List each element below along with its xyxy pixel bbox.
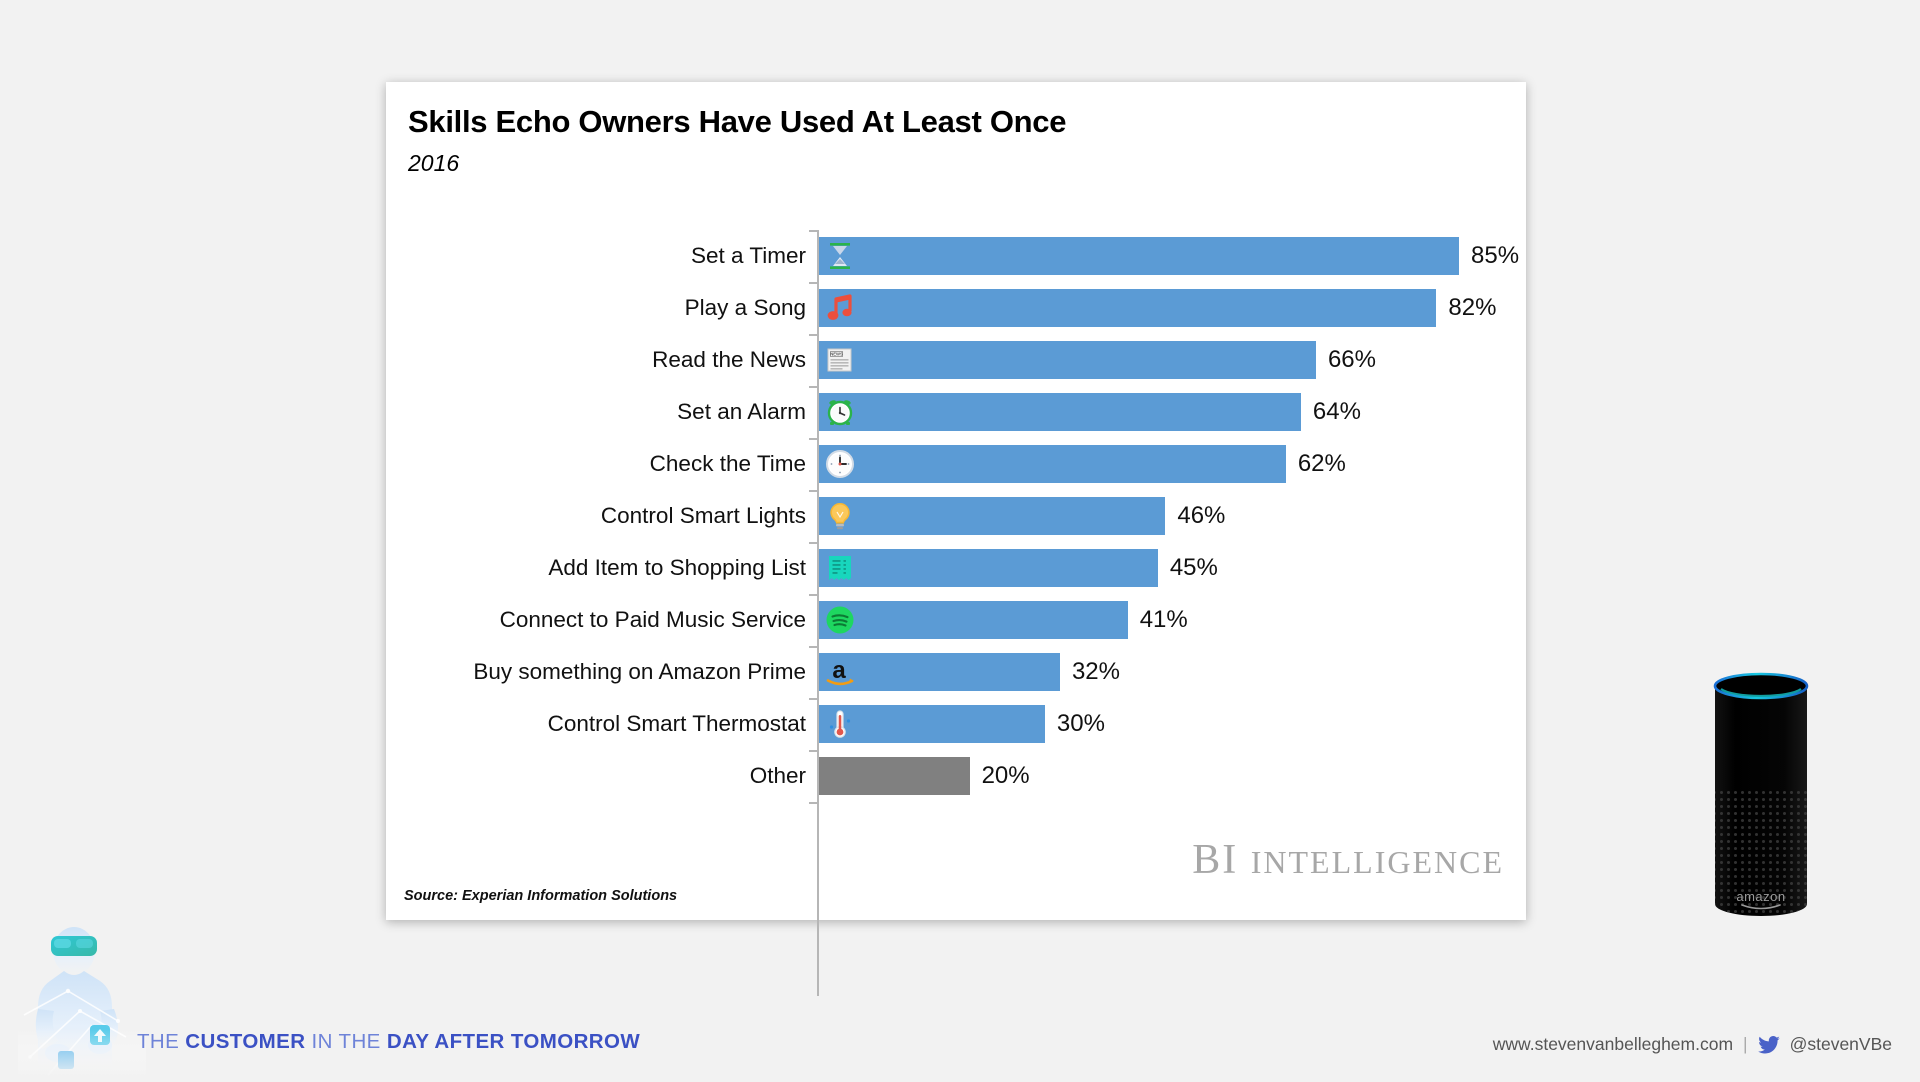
chart-subtitle-year: 2016	[408, 150, 460, 176]
axis-tick	[809, 438, 819, 440]
category-label: Other	[749, 762, 806, 788]
category-label: Connect to Paid Music Service	[499, 606, 806, 632]
footer-tagline-part-1: CUSTOMER	[185, 1030, 306, 1053]
svg-text:a: a	[832, 657, 846, 684]
bar-row: Control Smart Lights 46%	[386, 490, 1526, 542]
bar-value-label: 66%	[1327, 346, 1376, 373]
category-label: Add Item to Shopping List	[548, 554, 806, 580]
light-bulb-icon	[823, 499, 857, 533]
axis-tick	[809, 646, 819, 648]
bar-value-label: 46%	[1177, 502, 1226, 529]
category-label: Buy something on Amazon Prime	[473, 658, 806, 684]
bar[interactable]	[819, 601, 1128, 639]
echo-speaker-icon: amazon	[1713, 672, 1809, 916]
footer-website[interactable]: www.stevenvanbelleghem.com	[1492, 1034, 1734, 1054]
category-label: Read the News	[652, 346, 806, 372]
bar-row: Control Smart Thermostat 30%	[386, 698, 1526, 750]
thermometer-icon	[823, 707, 857, 741]
bar[interactable]	[819, 497, 1166, 535]
bar-value-label: 82%	[1448, 294, 1497, 321]
bar-value-label: 64%	[1312, 398, 1361, 425]
category-label: Check the Time	[649, 450, 806, 476]
bar[interactable]	[819, 237, 1459, 275]
newspaper-icon: NEWS	[823, 343, 857, 377]
bar-value-label: 62%	[1297, 450, 1346, 477]
bar-chart-plot: Set a Timer 85% Play a Song 82% Read the N…	[386, 144, 1526, 996]
axis-tick	[809, 802, 819, 804]
bar-value-label: 45%	[1169, 554, 1218, 581]
footer-tagline-part-2: IN THE	[305, 1030, 387, 1053]
bi-logo-first: BI	[1192, 837, 1239, 883]
category-label: Control Smart Thermostat	[547, 710, 806, 736]
footer-separator: |	[1743, 1034, 1748, 1054]
svg-text:NEWS: NEWS	[830, 352, 843, 357]
twitter-icon[interactable]	[1757, 1035, 1780, 1054]
source-note: Source: Experian Information Solutions	[404, 888, 678, 904]
music-note-icon	[823, 291, 857, 325]
category-label: Control Smart Lights	[600, 502, 806, 528]
footer-tagline: THE CUSTOMER IN THE DAY AFTER TOMORROW	[137, 1030, 640, 1054]
axis-tick	[809, 698, 819, 700]
bar[interactable]	[819, 393, 1301, 431]
axis-tick	[809, 282, 819, 284]
bar-value-label: 32%	[1071, 658, 1120, 685]
bar[interactable]	[819, 705, 1045, 743]
bar-value-label: 30%	[1056, 710, 1105, 737]
bar[interactable]	[819, 549, 1158, 587]
bar[interactable]	[819, 289, 1437, 327]
axis-tick	[809, 334, 819, 336]
shopping-list-icon	[823, 551, 857, 585]
category-label: Set a Timer	[690, 242, 806, 268]
bar-row: Read the News NEWS 66%	[386, 334, 1526, 386]
amazon-echo-device: amazon	[1711, 670, 1811, 920]
spotify-icon	[823, 603, 857, 637]
axis-tick	[809, 750, 819, 752]
bar-row: Play a Song 82%	[386, 282, 1526, 334]
chart-panel: Skills Echo Owners Have Used At Least On…	[386, 82, 1809, 996]
bar-row: Set a Timer 85%	[386, 230, 1526, 282]
footer-contact: www.stevenvanbelleghem.com | @stevenVBe	[1493, 1034, 1892, 1055]
bi-intelligence-logo: BI INTELLIGENCE	[1192, 836, 1504, 884]
bar[interactable]	[819, 757, 970, 795]
amazon-icon: a	[823, 655, 857, 689]
footer-tagline-part-0: THE	[137, 1030, 186, 1053]
vr-person-icon	[18, 927, 146, 1077]
category-label: Play a Song	[684, 294, 806, 320]
clock-icon	[823, 447, 857, 481]
chart-title: Skills Echo Owners Have Used At Least On…	[408, 104, 1067, 139]
svg-text:amazon: amazon	[1736, 889, 1785, 904]
vr-person-illustration	[18, 925, 146, 1077]
bar-row: Buy something on Amazon Prime a 32%	[386, 646, 1526, 698]
axis-tick	[809, 490, 819, 492]
axis-tick	[809, 386, 819, 388]
bar-row: Check the Time 62%	[386, 438, 1526, 490]
axis-tick	[809, 542, 819, 544]
axis-tick	[809, 230, 819, 232]
bar-value-label: 20%	[981, 762, 1030, 789]
axis-tick	[809, 594, 819, 596]
alarm-clock-icon	[823, 395, 857, 429]
bar-value-label: 85%	[1471, 242, 1520, 269]
bar-row: Other 20%	[386, 750, 1526, 802]
bar-value-label: 41%	[1139, 606, 1188, 633]
bar[interactable]: NEWS	[819, 341, 1316, 379]
bar[interactable]: a	[819, 653, 1060, 691]
category-axis-line	[817, 230, 819, 996]
bar-row: Set an Alarm 64%	[386, 386, 1526, 438]
footer-tagline-part-3: DAY AFTER TOMORROW	[386, 1030, 641, 1053]
bar[interactable]	[819, 445, 1286, 483]
bar-row: Connect to Paid Music Service 41%	[386, 594, 1526, 646]
hourglass-icon	[823, 239, 857, 273]
footer-twitter-handle[interactable]: @stevenVBe	[1789, 1034, 1892, 1054]
category-label: Set an Alarm	[677, 398, 806, 424]
bar-row: Add Item to Shopping List 45%	[386, 542, 1526, 594]
bi-logo-rest: INTELLIGENCE	[1250, 844, 1504, 880]
